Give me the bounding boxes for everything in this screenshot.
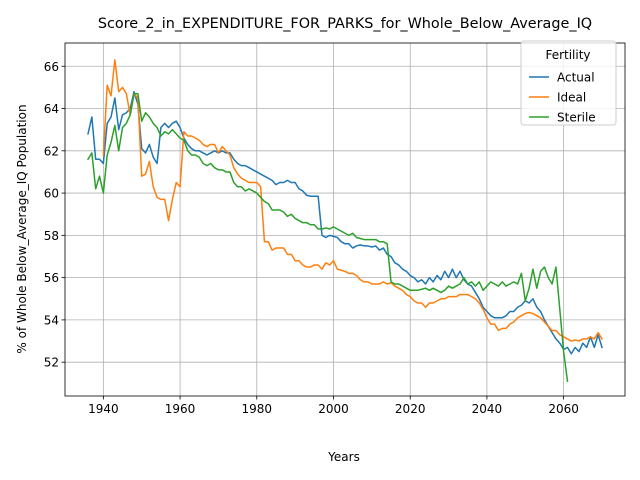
y-tick-label: 52 bbox=[44, 356, 59, 370]
legend-label-ideal: Ideal bbox=[557, 91, 586, 105]
y-tick-label: 54 bbox=[44, 313, 59, 327]
y-axis: 52 54 56 58 60 62 64 66 bbox=[44, 60, 65, 370]
legend: Fertility Actual Ideal Sterile bbox=[520, 40, 617, 126]
legend-label-sterile: Sterile bbox=[557, 111, 596, 125]
x-tick-label: 2000 bbox=[318, 402, 349, 416]
y-tick-label: 56 bbox=[44, 271, 59, 285]
series-line-ideal bbox=[102, 59, 604, 342]
x-tick-label: 1980 bbox=[242, 402, 273, 416]
x-tick-label: 2020 bbox=[395, 402, 426, 416]
y-axis-label: % of Whole Below_Average_IQ Population bbox=[15, 104, 29, 353]
plot-frame bbox=[64, 42, 626, 397]
x-tick-label: 1940 bbox=[88, 402, 119, 416]
series-line-actual bbox=[87, 90, 603, 355]
legend-label-actual: Actual bbox=[557, 71, 595, 85]
x-tick-label: 2060 bbox=[548, 402, 579, 416]
y-tick-label: 66 bbox=[44, 60, 59, 74]
x-tick-label: 2040 bbox=[472, 402, 503, 416]
y-tick-label: 58 bbox=[44, 229, 59, 243]
legend-title: Fertility bbox=[545, 48, 590, 62]
series-line-sterile bbox=[86, 92, 569, 383]
y-tick-label: 64 bbox=[44, 102, 59, 116]
chart-title: Score_2_in_EXPENDITURE_FOR_PARKS_for_Who… bbox=[98, 16, 592, 32]
x-axis-label: Years bbox=[327, 450, 360, 464]
y-tick-label: 60 bbox=[44, 187, 59, 201]
legend-box bbox=[520, 40, 617, 126]
series-lines bbox=[86, 59, 604, 383]
x-axis: 1940 1960 1980 2000 2020 2040 2060 bbox=[88, 396, 579, 416]
legend-entries: Actual Ideal Sterile bbox=[529, 71, 596, 125]
x-tick-label: 1960 bbox=[165, 402, 196, 416]
y-tick-label: 62 bbox=[44, 144, 59, 158]
